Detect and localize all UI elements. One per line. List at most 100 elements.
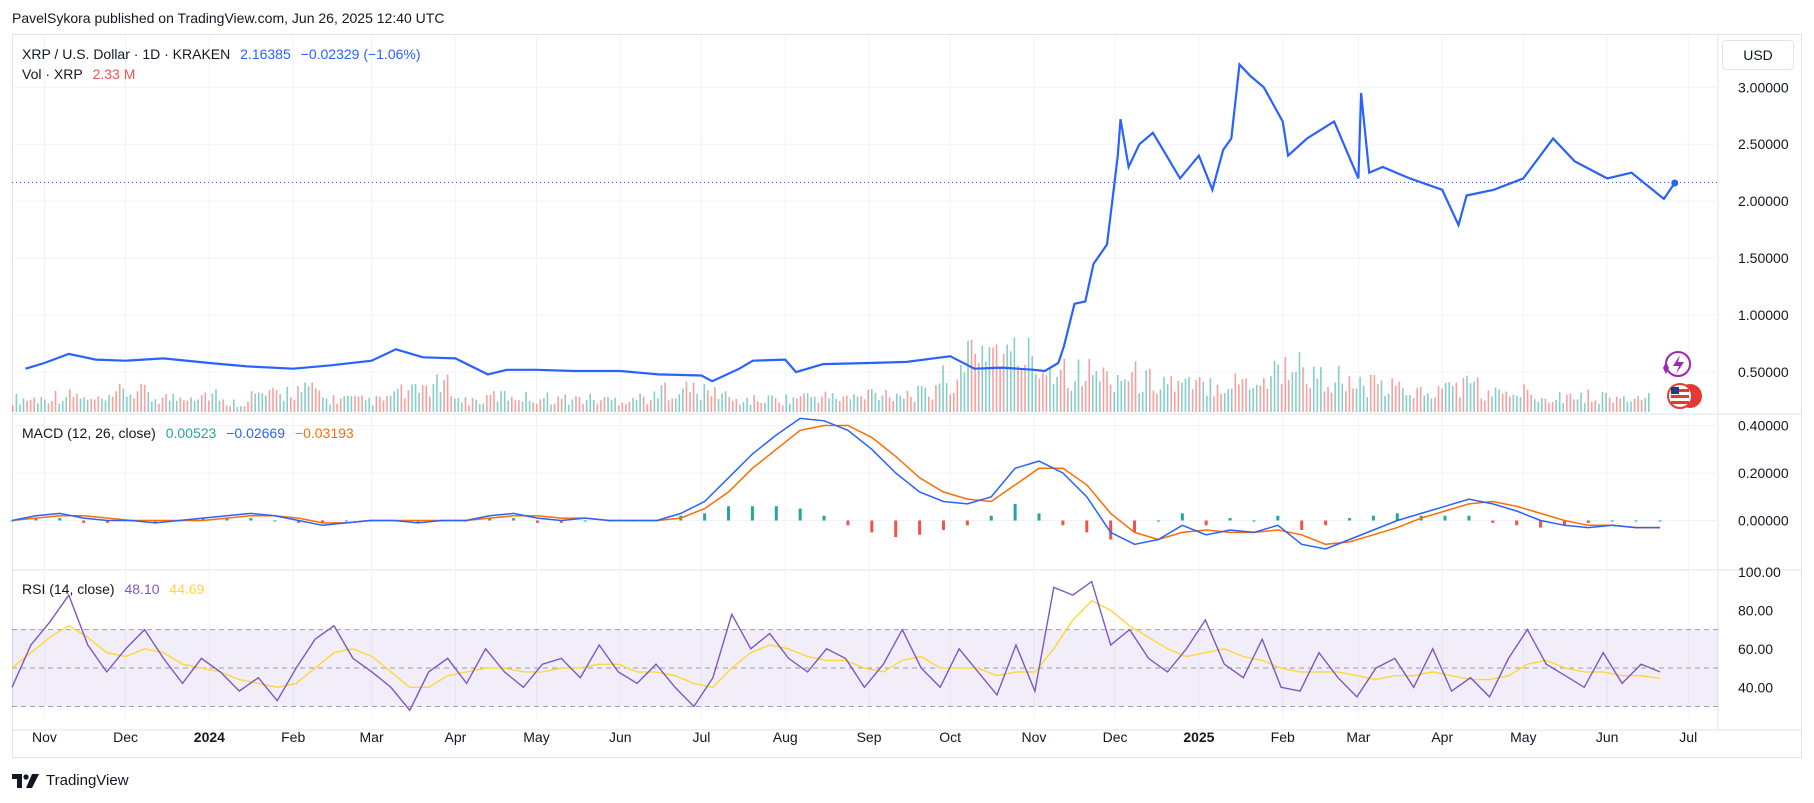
volume-bar <box>1501 393 1504 412</box>
volume-bar <box>1508 396 1511 412</box>
volume-bar <box>1626 401 1629 412</box>
volume-bar <box>1362 385 1365 412</box>
volume-bar <box>1163 376 1165 412</box>
currency-button[interactable]: USD <box>1722 40 1794 70</box>
volume-bar <box>247 401 249 412</box>
volume-bar <box>279 393 281 412</box>
volume-bar <box>1081 386 1083 412</box>
volume-bar <box>1423 395 1426 412</box>
volume-bar <box>1255 384 1258 412</box>
volume-bar <box>546 392 549 412</box>
volume-bar <box>154 399 157 412</box>
volume-bar <box>625 404 627 412</box>
macd-histogram-bar <box>1371 515 1375 521</box>
volume-bar <box>347 395 349 412</box>
volume-bar <box>429 396 431 412</box>
volume-bar <box>297 386 299 412</box>
flash-event-icon[interactable] <box>1663 351 1691 377</box>
rsi-tick-label: 80.00 <box>1738 602 1773 618</box>
volume-bar <box>1533 399 1536 412</box>
volume-bar <box>186 400 189 412</box>
volume-bar <box>1195 379 1197 412</box>
volume-bar <box>824 391 827 412</box>
volume-bar <box>906 390 909 412</box>
volume-bar <box>26 400 28 412</box>
volume-bar <box>1120 380 1123 412</box>
macd-label[interactable]: MACD (12, 26, close) <box>22 425 156 441</box>
macd-histogram-bar <box>774 506 778 521</box>
volume-bar <box>450 396 453 412</box>
macd-line-value: −0.02669 <box>226 425 286 441</box>
time-tick-label: Jul <box>692 729 710 745</box>
volume-bar <box>1341 383 1344 412</box>
volume-bar <box>1234 373 1237 412</box>
time-tick-label: Dec <box>113 729 138 745</box>
volume-bar <box>1034 374 1037 412</box>
volume-bar <box>1116 374 1119 412</box>
macd-histogram-bar <box>512 518 516 521</box>
volume-bar <box>514 400 517 412</box>
rsi-label[interactable]: RSI (14, close) <box>22 581 115 597</box>
time-tick-label: Aug <box>773 729 798 745</box>
volume-bar <box>1266 388 1269 412</box>
time-tick-label: Oct <box>939 729 961 745</box>
volume-bar <box>1619 398 1622 412</box>
volume-bar <box>660 385 663 412</box>
volume-bar <box>414 384 417 412</box>
volume-bar <box>1416 388 1418 412</box>
tradingview-logo-icon <box>12 773 39 788</box>
volume-bar <box>917 385 919 412</box>
volume-label[interactable]: Vol · XRP <box>22 66 83 82</box>
volume-bar <box>290 397 292 412</box>
volume-bar <box>707 390 709 412</box>
volume-bar <box>90 398 93 412</box>
price-change: −0.02329 (−1.06%) <box>300 46 421 62</box>
volume-bar <box>1608 397 1611 412</box>
volume-bar <box>357 396 360 412</box>
volume-bar <box>1042 372 1044 412</box>
volume-bar <box>928 396 930 412</box>
volume-bar <box>1091 375 1094 412</box>
volume-bar <box>15 393 18 412</box>
volume-bar <box>1498 389 1500 412</box>
macd-histogram-bar <box>34 518 38 521</box>
macd-signal-value: −0.03193 <box>294 425 354 441</box>
volume-bar <box>653 391 656 412</box>
time-tick-label: 2024 <box>194 729 225 745</box>
volume-bar <box>1305 384 1308 412</box>
volume-bar <box>935 385 937 412</box>
volume-bar <box>190 397 192 412</box>
volume-bar <box>361 395 363 412</box>
volume-bar <box>692 382 695 412</box>
volume-bar <box>1437 385 1440 412</box>
rsi-ma-value: 44.69 <box>169 581 205 597</box>
volume-bar <box>1263 377 1265 412</box>
symbol-title[interactable]: XRP / U.S. Dollar · 1D · KRAKEN <box>22 46 231 62</box>
volume-bar <box>1384 395 1386 412</box>
macd-histogram-bar <box>583 520 587 522</box>
volume-bar <box>657 398 659 412</box>
macd-histogram-bar <box>1610 520 1614 522</box>
volume-bar <box>1494 387 1497 412</box>
volume-bar <box>1077 359 1080 412</box>
macd-histogram-bar <box>1180 513 1184 521</box>
volume-bar <box>211 393 214 412</box>
time-tick-label: May <box>523 729 549 745</box>
volume-bar <box>1480 398 1483 412</box>
tradingview-logo[interactable]: TradingView <box>12 772 129 789</box>
volume-bar <box>853 394 855 412</box>
volume-bar <box>325 398 328 412</box>
volume-bar <box>257 392 260 412</box>
volume-bar <box>332 395 335 412</box>
macd-histogram-bar <box>894 520 898 538</box>
volume-bar <box>803 393 805 412</box>
rsi-legend: RSI (14, close) 48.10 44.69 <box>22 581 210 597</box>
volume-bar <box>1320 367 1322 412</box>
signal-line <box>11 424 1660 546</box>
volume-bar <box>899 395 902 412</box>
macd-histogram-bar <box>1252 520 1256 522</box>
volume-bar <box>158 403 160 412</box>
us-flag-icon[interactable] <box>1667 383 1702 409</box>
volume-bar <box>739 404 741 412</box>
